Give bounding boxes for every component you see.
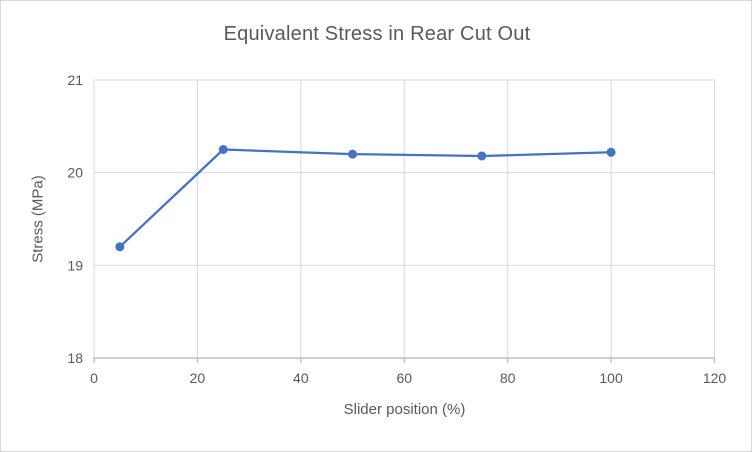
x-tick-label: 20 <box>190 370 206 386</box>
chart-title: Equivalent Stress in Rear Cut Out <box>223 23 531 45</box>
x-tick-label: 80 <box>500 370 516 386</box>
x-tick-label: 120 <box>703 370 727 386</box>
y-tick-label: 19 <box>67 257 83 273</box>
x-tick-label: 0 <box>90 370 98 386</box>
x-tick-label: 100 <box>599 370 623 386</box>
data-point-marker <box>606 147 616 157</box>
plot-border <box>93 79 715 358</box>
data-point-marker <box>218 145 228 154</box>
series-line <box>118 148 613 248</box>
y-tick-label: 20 <box>67 165 83 181</box>
data-point-marker <box>115 242 125 252</box>
x-axis-title: Slider position (%) <box>343 401 466 418</box>
data-point-marker <box>477 151 487 161</box>
y-tick-label: 18 <box>67 350 83 366</box>
x-tick-label: 40 <box>293 370 309 386</box>
data-point-marker <box>348 149 358 159</box>
y-axis-title: Stress (MPa) <box>29 175 47 263</box>
x-tick-label: 60 <box>396 370 412 386</box>
y-tick-label: 21 <box>67 72 83 88</box>
